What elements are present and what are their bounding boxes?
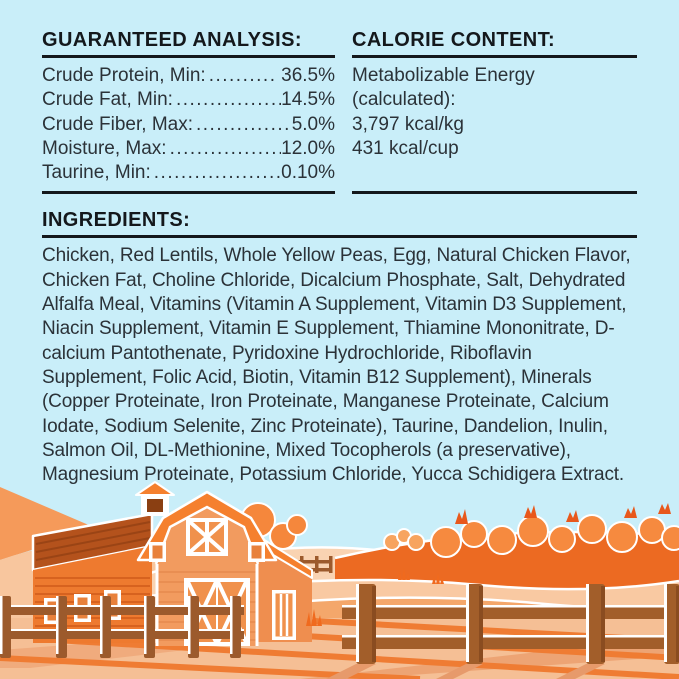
calorie-line: (calculated): [352, 89, 456, 111]
dot-leader: ............... [196, 113, 292, 135]
analysis-row-moisture: Moisture, Max: .................... 12.0… [42, 137, 335, 161]
analysis-value: 14.5% [281, 89, 335, 111]
section-bottom-rule [352, 191, 637, 195]
right-fence [326, 584, 679, 679]
right-fence-shadows [326, 664, 605, 679]
calorie-content-heading: CALORIE CONTENT: [352, 29, 556, 51]
analysis-row-taurine: Taurine, Min: ...................... 0.1… [42, 161, 335, 185]
section-bottom-rule [42, 191, 335, 195]
analysis-label: Crude Protein, Min: [42, 65, 206, 86]
dot-leader: .......... [208, 65, 277, 86]
analysis-label: Moisture, Max: [42, 137, 167, 159]
barn-lean-to [257, 535, 313, 642]
analysis-row-fat: Crude Fat, Min: .................. 14.5% [42, 88, 335, 112]
loft-window [186, 518, 228, 556]
farm-barn-illustration [0, 478, 679, 679]
analysis-row-protein: Crude Protein, Min: .......... 36.5% [42, 64, 335, 88]
left-fence [0, 596, 244, 658]
calorie-content-section: CALORIE CONTENT: Metabolizable Energy (c… [352, 29, 637, 195]
label-text-panel: GUARANTEED ANALYSIS: Crude Protein, Min:… [42, 29, 637, 487]
analysis-label: Crude Fiber, Max: [42, 113, 193, 135]
tree-line [430, 514, 679, 558]
analysis-label: Taurine, Min: [42, 162, 151, 184]
ingredients-heading: INGREDIENTS: [42, 209, 191, 232]
heading-underline [352, 55, 637, 58]
calorie-line: 431 kcal/cup [352, 137, 459, 159]
analysis-value: 5.0% [291, 113, 335, 135]
analysis-value: 0.10% [281, 162, 335, 184]
analysis-value: 12.0% [281, 137, 335, 159]
dot-leader: ...................... [153, 162, 282, 184]
analysis-calorie-columns: GUARANTEED ANALYSIS: Crude Protein, Min:… [42, 29, 637, 195]
guaranteed-analysis-heading: GUARANTEED ANALYSIS: [42, 29, 302, 51]
analysis-value: 36.5% [281, 65, 335, 86]
heading-underline [42, 235, 637, 239]
ingredients-section: INGREDIENTS: Chicken, Red Lentils, Whole… [42, 210, 637, 487]
cupola [135, 481, 175, 516]
treetop-tufts [455, 503, 671, 524]
calorie-line: Metabolizable Energy [352, 65, 535, 86]
guaranteed-analysis-section: GUARANTEED ANALYSIS: Crude Protein, Min:… [42, 29, 335, 195]
heading-underline [42, 55, 335, 58]
grass-tufts [306, 568, 444, 626]
analysis-row-fiber: Crude Fiber, Max: ............... 5.0% [42, 113, 335, 137]
dot-leader: .................. [175, 89, 281, 111]
barn-windows [149, 542, 265, 562]
ingredients-text: Chicken, Red Lentils, Whole Yellow Peas,… [42, 245, 631, 486]
calorie-line: 3,797 kcal/kg [352, 113, 464, 135]
center-bushes [383, 528, 425, 551]
dot-leader: .................... [169, 137, 282, 159]
analysis-label: Crude Fat, Min: [42, 89, 173, 111]
